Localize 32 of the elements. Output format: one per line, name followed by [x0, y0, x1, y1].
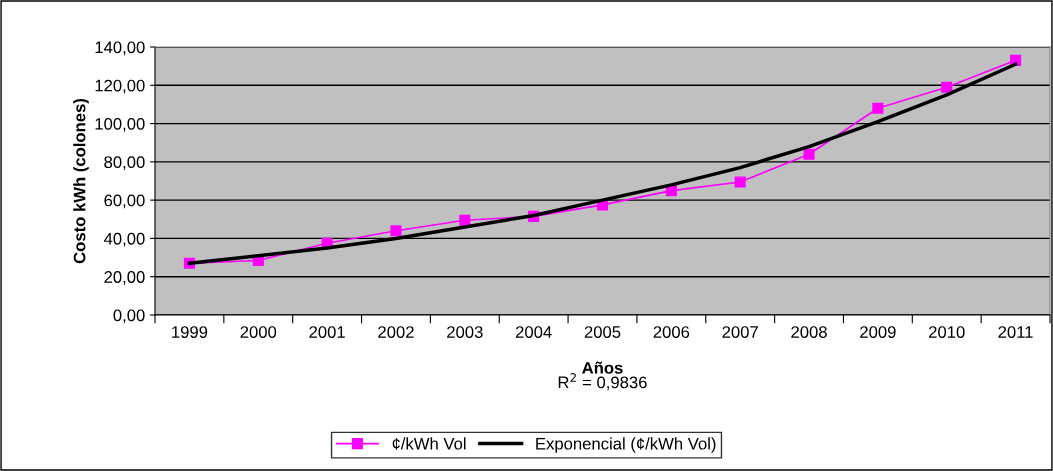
legend-label: ¢/kWh Vol — [392, 437, 466, 450]
x-tick-label: 2011 — [998, 326, 1033, 338]
x-tick-label: 2000 — [240, 326, 277, 338]
point — [872, 102, 884, 114]
y-tick-label: 100,00 — [95, 117, 145, 132]
x-tick-label: 1999 — [172, 326, 208, 338]
y-axis-title: Costo kWh (colones) — [73, 98, 89, 264]
x-tick-label: 2010 — [929, 326, 965, 338]
x-tick-label: 2007 — [722, 326, 758, 338]
x-tick-label: 2006 — [653, 326, 690, 338]
y-tick-label: 140,00 — [95, 41, 145, 56]
y-tick-label: 20,00 — [104, 271, 145, 285]
point — [459, 214, 471, 226]
point — [390, 225, 402, 237]
legend-label: Exponencial (¢/kWh Vol) — [536, 437, 716, 453]
x-tick-label: 2001 — [309, 326, 345, 338]
x-tick-label: 2005 — [584, 326, 621, 338]
text: R$^{2}$ = 0,9836 — [558, 373, 647, 391]
x-tick-label: 2004 — [515, 326, 552, 338]
x-tick-label: 2002 — [378, 326, 414, 338]
x-tick-label: 2009 — [860, 326, 896, 338]
x-axis-title: Años — [582, 361, 623, 374]
y-tick-label: 0,00 — [113, 309, 145, 324]
x-tick-label: 2008 — [791, 326, 827, 338]
y-tick-label: 40,00 — [103, 232, 145, 247]
y-tick-label: 60,00 — [104, 194, 145, 209]
point — [734, 176, 746, 188]
y-tick-label: 120,00 — [95, 79, 145, 94]
y-tick-label: 80,00 — [104, 156, 145, 171]
point — [803, 148, 815, 160]
point — [941, 81, 953, 93]
x-tick-label: 2003 — [447, 326, 483, 338]
